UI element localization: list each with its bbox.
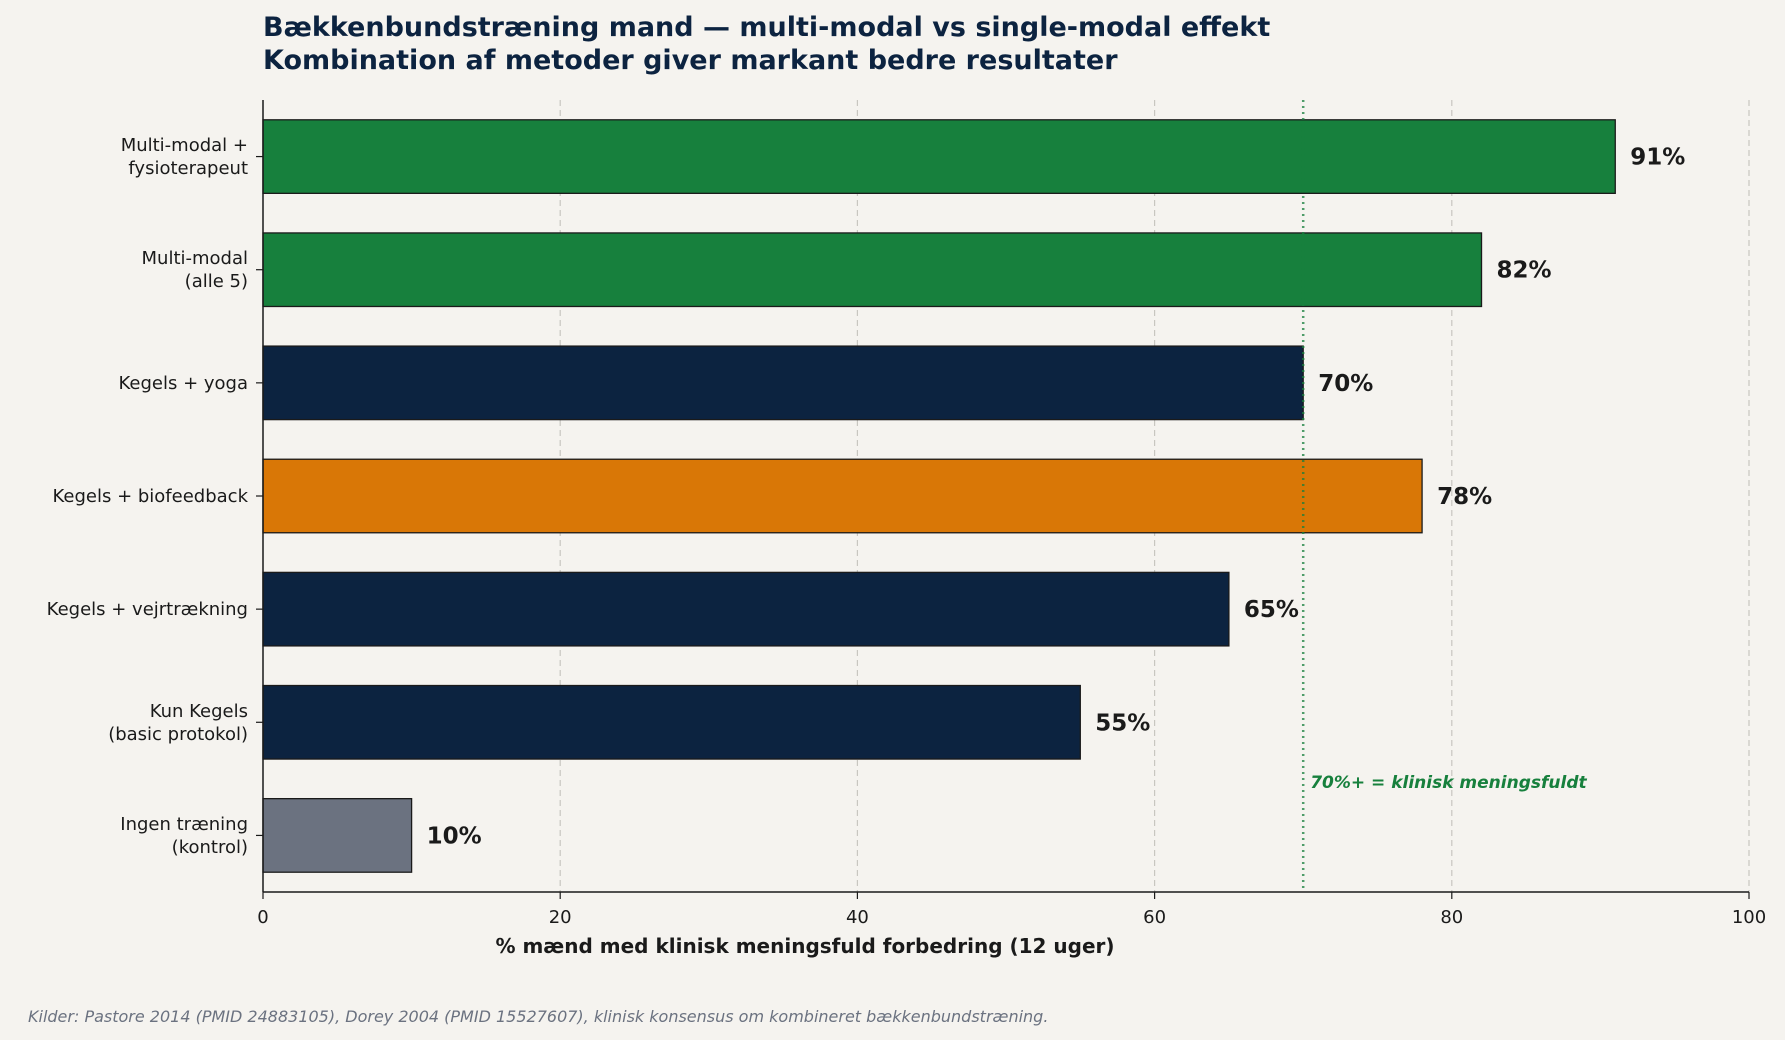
y-tick-label: Kegels + biofeedback [52, 486, 248, 507]
y-tick-label-line: Kegels + vejrtrækning [47, 599, 248, 620]
x-tick-label: 0 [257, 907, 268, 928]
y-tick-label-line: (kontrol) [172, 837, 248, 858]
data-label: 78% [1437, 484, 1492, 510]
y-tick-label-line: Multi-modal [142, 248, 249, 269]
data-label: 82% [1497, 258, 1552, 284]
bar [262, 684, 1081, 760]
reference-line-group: 70%+ = klinisk meningsfuldt [1301, 100, 1588, 892]
chart-title: Bækkenbundstræning mand — multi-modal vs… [263, 12, 1270, 43]
data-label: 91% [1630, 145, 1685, 171]
y-tick-label: Multi-modal (alle 5) [142, 248, 249, 292]
bar [262, 232, 1483, 308]
x-tick-label: 20 [549, 907, 572, 928]
data-label: 10% [427, 823, 482, 849]
y-tick-label: Multi-modal + fysioterapeut [121, 135, 248, 179]
y-tick-label: Kegels + vejrtrækning [47, 599, 248, 620]
source-note: Kilder: Pastore 2014 (PMID 24883105), Do… [28, 1007, 1048, 1026]
y-tick-label-line: (alle 5) [185, 271, 248, 292]
y-tick-label-line: Kegels + yoga [118, 373, 248, 394]
y-tick-label-line: (basic protokol) [108, 724, 248, 745]
y-tick-label: Kun Kegels (basic protokol) [108, 701, 248, 745]
data-label: 70% [1318, 371, 1373, 397]
data-label: 55% [1095, 710, 1150, 736]
y-tick-label-line: Ingen træning [120, 814, 248, 835]
y-tick-label: Kegels + yoga [118, 373, 248, 394]
y-tick-label-line: Kun Kegels [150, 701, 248, 722]
bars: 91% 82% 70% 78% 65% 55% 10% [262, 119, 1685, 873]
bar [262, 571, 1230, 647]
y-tick-label-line: fysioterapeut [128, 158, 248, 179]
y-tick-label-line: Kegels + biofeedback [52, 486, 248, 507]
x-tick-label: 100 [1732, 907, 1766, 928]
y-tick-label-line: Multi-modal + [121, 135, 248, 156]
x-axis-label: % mænd med klinisk meningsfuld forbedrin… [495, 934, 1114, 958]
data-label: 65% [1244, 597, 1299, 623]
bar [262, 119, 1616, 194]
bar [262, 345, 1304, 421]
reference-line-label: 70%+ = klinisk meningsfuldt [1310, 773, 1587, 793]
x-tick-label: 80 [1440, 907, 1463, 928]
bar [262, 798, 413, 873]
x-tick-label: 60 [1143, 907, 1166, 928]
y-tick-label: Ingen træning (kontrol) [120, 814, 248, 858]
chart-subtitle: Kombination af metoder giver markant bed… [263, 45, 1118, 76]
x-tick-label: 40 [846, 907, 869, 928]
bar [262, 458, 1423, 534]
